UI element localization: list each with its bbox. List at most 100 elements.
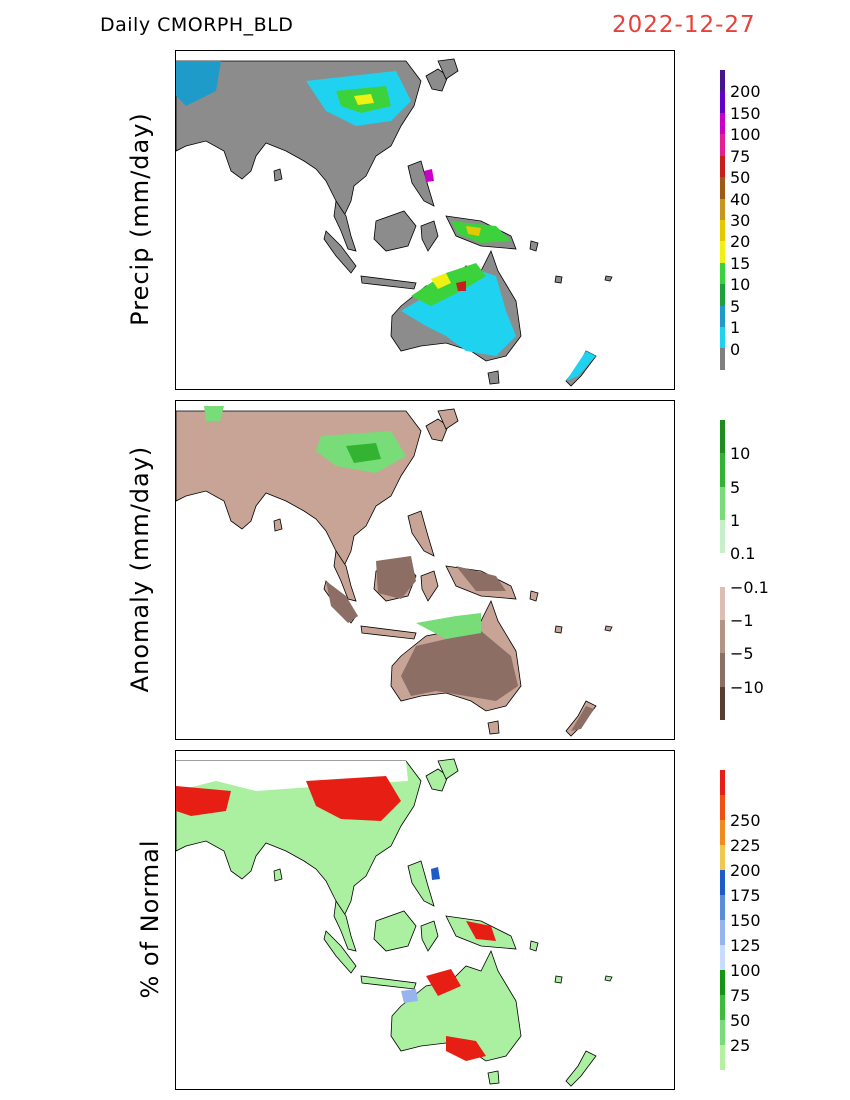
land-shape <box>437 58 459 80</box>
land-shape <box>529 590 539 602</box>
land-shape <box>333 549 357 602</box>
colorbar-segment <box>720 870 725 895</box>
data-field <box>466 226 481 236</box>
land-shape <box>425 418 449 442</box>
colorbar-segment <box>720 519 725 554</box>
land-shape <box>420 570 439 602</box>
colorbar-segment <box>720 177 725 199</box>
data-field <box>424 169 434 182</box>
colorbar-segment <box>720 895 725 920</box>
map-precip-svg <box>176 58 613 387</box>
colorbar-tick-label: 0 <box>730 339 741 359</box>
colorbar-segment <box>720 198 725 220</box>
data-field <box>416 613 481 639</box>
colorbar-segment <box>720 453 725 487</box>
data-field <box>571 706 594 731</box>
colorbar-tick-label: 40 <box>730 189 751 209</box>
data-field <box>411 263 486 306</box>
colorbar-tick-label: 20 <box>730 232 751 252</box>
land-shape <box>554 975 563 984</box>
land-shape <box>554 625 563 634</box>
map-percent-svg <box>176 758 613 1087</box>
land-shape <box>487 720 500 735</box>
colorbar-tick-label: 100 <box>730 961 761 980</box>
data-field <box>431 867 440 880</box>
map-precip <box>175 50 675 390</box>
colorbar-segment <box>720 284 725 306</box>
colorbar-segment <box>720 553 725 587</box>
data-field <box>401 989 418 1003</box>
colorbar-tick-label: −1 <box>730 611 754 630</box>
colorbar-tick-label: 125 <box>730 936 761 955</box>
colorbar-segment <box>720 619 725 654</box>
land-shape <box>323 930 357 974</box>
map-anomaly-svg <box>176 406 613 737</box>
land-shape <box>487 370 500 385</box>
land-shape <box>604 975 613 982</box>
colorbar-segment <box>720 348 725 370</box>
colorbar-segment <box>720 586 725 620</box>
ylabel-percent: % of Normal <box>136 839 164 999</box>
header-title: Daily CMORPH_BLD <box>100 14 294 36</box>
land-shape <box>373 910 417 952</box>
land-shape <box>437 408 459 430</box>
colorbar-segment <box>720 155 725 178</box>
colorbar-segment <box>720 70 725 92</box>
colorbar-segment <box>720 845 725 870</box>
colorbar-tick-label: 75 <box>730 986 751 1005</box>
colorbar-tick-label: 100 <box>730 125 761 145</box>
land-shape <box>529 940 539 952</box>
land-shape <box>407 860 435 907</box>
colorbar-tick-label: 1 <box>730 511 741 530</box>
land-shape <box>273 168 283 182</box>
colorbar-tick-label: 0.1 <box>730 544 756 564</box>
data-field <box>431 273 451 289</box>
land-shape <box>333 199 357 252</box>
colorbar-tick-label: 15 <box>730 253 751 273</box>
land-shape <box>565 1050 597 1087</box>
colorbar-tick-label: 10 <box>730 444 751 464</box>
data-field <box>446 1036 486 1061</box>
colorbar-tick-label: −5 <box>730 644 754 664</box>
colorbar-segment <box>720 995 725 1020</box>
colorbar-tick-label: 5 <box>730 296 741 316</box>
colorbar-precip <box>720 70 725 370</box>
land-shape <box>437 758 459 780</box>
colorbar-segment <box>720 653 725 687</box>
land-shape <box>390 949 522 1062</box>
data-field <box>426 969 461 996</box>
land-shape <box>360 275 417 290</box>
colorbar-tick-label: 175 <box>730 886 761 905</box>
data-field <box>456 566 506 591</box>
data-field <box>466 921 496 941</box>
colorbar-tick-label: −10 <box>730 677 764 697</box>
data-field <box>354 94 374 105</box>
data-field <box>306 776 401 821</box>
colorbar-segment <box>720 686 725 720</box>
colorbar-segment <box>720 134 725 156</box>
colorbar-tick-label: 200 <box>730 82 761 102</box>
land-shape <box>425 768 449 792</box>
colorbar-segment <box>720 219 725 242</box>
colorbar-tick-label: 200 <box>730 861 761 880</box>
map-percent <box>175 750 675 1090</box>
land-shape <box>604 275 613 282</box>
map-anomaly <box>175 400 675 740</box>
land-shape <box>420 220 439 252</box>
colorbar-tick-label: 50 <box>730 1011 751 1030</box>
land-shape <box>323 230 357 274</box>
colorbar-segment <box>720 486 725 520</box>
colorbar-segment <box>720 305 725 328</box>
land-shape <box>273 868 283 882</box>
colorbar-tick-label: 25 <box>730 1036 751 1055</box>
land-shape <box>425 68 449 92</box>
colorbar-segment <box>720 1020 725 1045</box>
land-shape <box>487 1070 500 1085</box>
colorbar-tick-label: 250 <box>730 811 761 830</box>
header-date: 2022-12-27 <box>612 12 756 38</box>
colorbar-tick-label: 5 <box>730 477 741 497</box>
data-field <box>346 443 381 463</box>
colorbar-segment <box>720 262 725 285</box>
colorbar-segment <box>720 795 725 820</box>
land-shape <box>360 975 417 990</box>
